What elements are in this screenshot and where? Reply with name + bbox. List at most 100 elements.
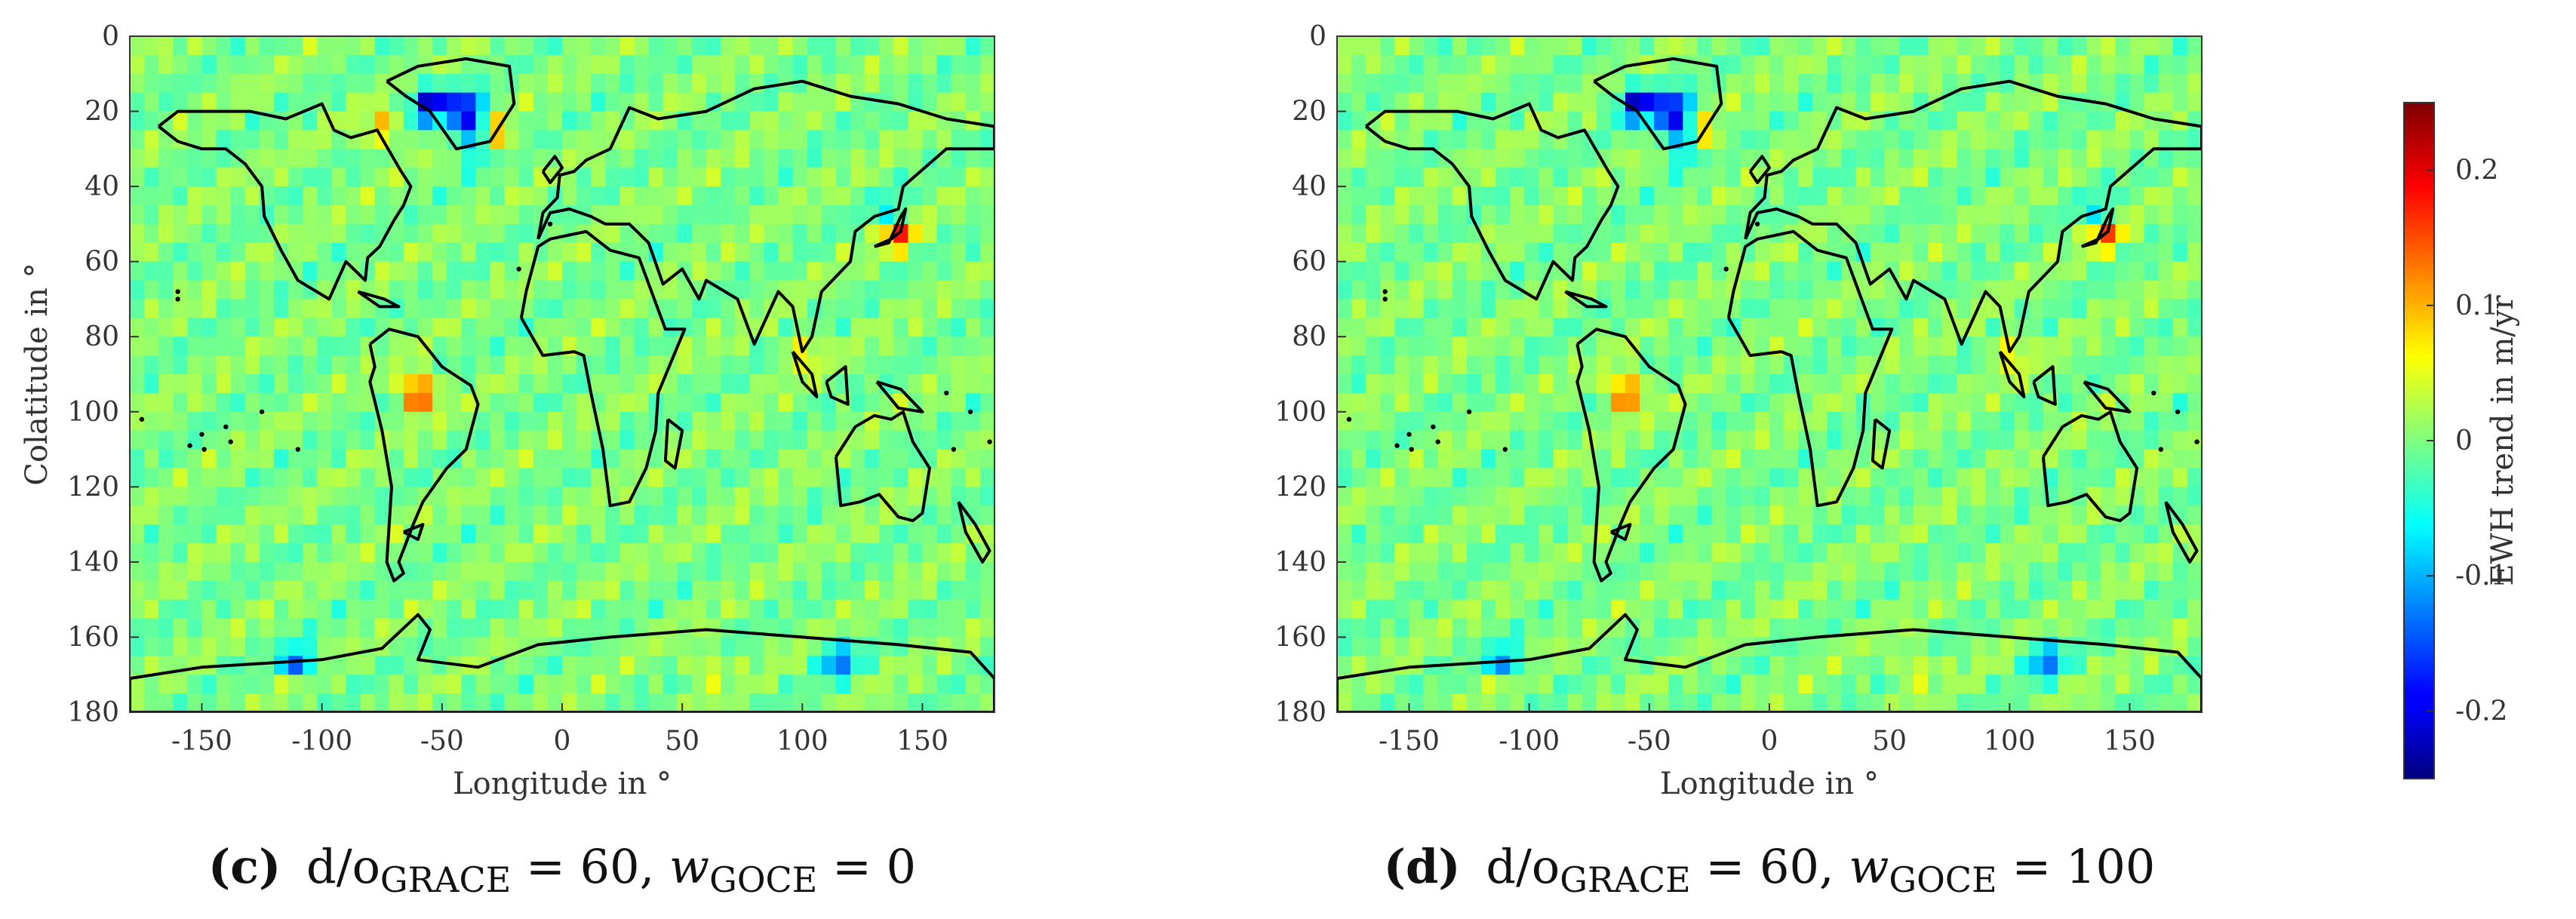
y-tick-label: 160: [67, 622, 119, 653]
y-tick-label: 100: [67, 397, 119, 428]
heatmap-cell: [922, 168, 938, 187]
heatmap-cell: [317, 261, 332, 281]
heatmap-cell: [187, 637, 203, 656]
heatmap-cell: [1495, 318, 1511, 337]
heatmap-cell: [1423, 561, 1439, 582]
heatmap-cell: [1640, 430, 1655, 450]
heatmap-cell: [360, 205, 376, 225]
heatmap-cell: [1654, 299, 1669, 318]
heatmap-cell: [374, 205, 390, 225]
heatmap-cell: [835, 318, 851, 337]
heatmap-cell: [389, 130, 404, 149]
heatmap-cell: [1409, 374, 1425, 394]
heatmap-cell: [2028, 637, 2044, 656]
heatmap-cell: [1625, 355, 1640, 375]
heatmap-cell: [2115, 411, 2131, 432]
heatmap-cell: [951, 73, 967, 94]
heatmap-cell: [1957, 130, 1972, 149]
heatmap-cell: [360, 355, 376, 375]
heatmap-cell: [187, 186, 203, 206]
heatmap-cell: [432, 487, 447, 506]
heatmap-cell: [879, 487, 894, 506]
heatmap-cell: [1481, 506, 1496, 525]
heatmap-cell: [447, 580, 462, 601]
heatmap-cell: [879, 186, 894, 206]
heatmap-cell: [1668, 223, 1683, 244]
heatmap-cell: [1351, 223, 1366, 244]
heatmap-cell: [721, 580, 736, 601]
heatmap-cell: [2158, 223, 2174, 244]
heatmap-cell: [1898, 374, 1914, 394]
heatmap-cell: [1654, 242, 1669, 263]
heatmap-cell: [792, 223, 808, 244]
heatmap-cell: [1798, 73, 1813, 94]
heatmap-cell: [1884, 506, 1900, 525]
heatmap-cell: [619, 618, 635, 638]
heatmap-cell: [1423, 524, 1439, 544]
heatmap-cell: [1914, 223, 1929, 244]
heatmap-cell: [821, 449, 837, 469]
heatmap-cell: [1337, 299, 1352, 318]
heatmap-cell: [951, 599, 967, 619]
heatmap-cell: [749, 524, 764, 544]
heatmap-cell: [979, 656, 994, 675]
heatmap-cell: [2000, 168, 2015, 187]
heatmap-cell: [187, 580, 203, 601]
heatmap-cell: [1784, 430, 1799, 450]
heatmap-cell: [1495, 468, 1511, 487]
heatmap-cell: [1510, 599, 1525, 619]
heatmap-cell: [259, 618, 275, 638]
heatmap-cell: [648, 561, 664, 582]
heatmap-cell: [461, 36, 476, 56]
heatmap-cell: [865, 392, 880, 413]
heatmap-cell: [2172, 111, 2188, 131]
heatmap-cell: [447, 205, 462, 225]
heatmap-cell: [1740, 318, 1756, 337]
heatmap-cell: [1942, 561, 1957, 582]
heatmap-cell: [2144, 337, 2159, 356]
heatmap-cell: [821, 149, 837, 168]
heatmap-cell: [1942, 168, 1957, 187]
heatmap-cell: [158, 168, 174, 187]
heatmap-cell: [244, 430, 260, 450]
heatmap-cell: [1898, 223, 1914, 244]
heatmap-cell: [979, 92, 994, 112]
heatmap-cell: [418, 506, 433, 525]
heatmap-cell: [2043, 280, 2058, 300]
heatmap-cell: [1553, 223, 1569, 244]
heatmap-cell: [2115, 111, 2131, 131]
heatmap-cell: [2028, 543, 2044, 563]
heatmap-cell: [130, 561, 145, 582]
heatmap-cell: [1870, 111, 1886, 131]
heatmap-cell: [807, 430, 822, 450]
heatmap-cell: [648, 54, 664, 75]
heatmap-cell: [835, 561, 851, 582]
heatmap-cell: [807, 242, 822, 263]
heatmap-cell: [965, 487, 981, 506]
heatmap-cell: [893, 599, 908, 619]
heatmap-cell: [360, 54, 376, 75]
heatmap-cell: [706, 337, 721, 356]
heatmap-cell: [835, 73, 851, 94]
coastline: [130, 613, 994, 712]
heatmap-cell: [1683, 92, 1698, 112]
heatmap-cell: [2101, 337, 2116, 356]
heatmap-cell: [835, 242, 851, 263]
heatmap-cell: [1452, 261, 1468, 281]
heatmap-cell: [173, 449, 188, 469]
heatmap-cell: [475, 205, 491, 225]
heatmap-cell: [1495, 299, 1511, 318]
heatmap-cell: [2172, 618, 2188, 638]
heatmap-cell: [2187, 261, 2202, 281]
heatmap-cell: [403, 543, 419, 563]
heatmap-cell: [1769, 599, 1784, 619]
heatmap-cell: [735, 355, 750, 375]
heatmap-cell: [432, 543, 447, 563]
heatmap-cell: [303, 524, 318, 544]
heatmap-cell: [187, 374, 203, 394]
heatmap-cell: [331, 618, 347, 638]
heatmap-cell: [1567, 580, 1583, 601]
heatmap-cell: [1827, 111, 1843, 131]
coastline: [2083, 380, 2132, 413]
heatmap-cell: [2000, 430, 2015, 450]
